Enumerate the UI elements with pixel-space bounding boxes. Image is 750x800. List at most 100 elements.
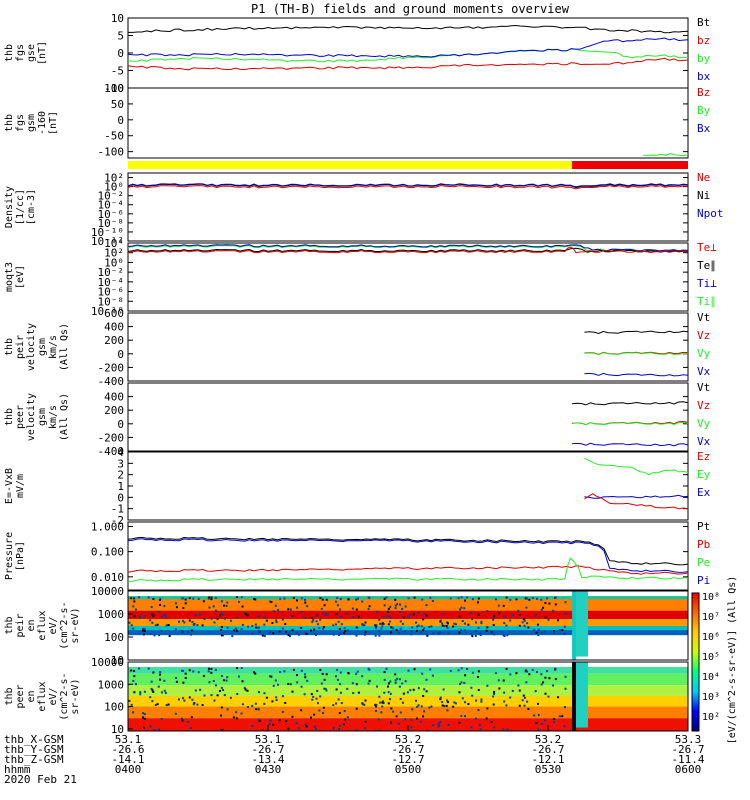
heatmap-speckle [422, 629, 425, 632]
heatmap-speckle [515, 672, 518, 675]
heatmap-speckle [158, 728, 161, 731]
heatmap-speckle [381, 700, 384, 703]
heatmap-speckle [159, 597, 162, 600]
heatmap-speckle [531, 596, 534, 599]
heatmap-speckle [394, 598, 397, 601]
heatmap-speckle [220, 634, 223, 637]
legend-entry: Ex [697, 486, 711, 499]
heatmap-speckle [361, 600, 364, 603]
heatmap-speckle [192, 670, 195, 673]
heatmap-speckle [526, 700, 529, 703]
heatmap-speckle [325, 689, 328, 692]
heatmap-speckle [363, 624, 366, 627]
heatmap-speckle [321, 672, 324, 675]
heatmap-speckle [253, 597, 256, 600]
heatmap-speckle [563, 725, 566, 728]
heatmap-speckle [163, 679, 166, 682]
heatmap-speckle [275, 696, 278, 699]
heatmap-speckle [409, 613, 412, 616]
colorbar-tick-label: 10² [702, 712, 720, 723]
heatmap-speckle [254, 672, 257, 675]
legend-entry: Npot [697, 207, 724, 220]
heatmap-speckle [139, 691, 142, 694]
heatmap-speckle [542, 681, 545, 684]
y-tick-label: 200 [104, 334, 124, 347]
heatmap-speckle [222, 613, 225, 616]
series-line-Pt [127, 536, 689, 566]
heatmap-speckle [184, 672, 187, 675]
heatmap-speckle [180, 629, 183, 632]
heatmap-speckle [410, 630, 413, 633]
heatmap-speckle [261, 729, 264, 731]
heatmap-speckle [295, 631, 298, 634]
heatmap-speckle [540, 631, 543, 634]
heatmap-speckle [452, 625, 455, 628]
heatmap-speckle [181, 719, 184, 722]
heatmap-speckle [431, 599, 434, 602]
y-axis-label: [eV] [15, 265, 26, 289]
heatmap-speckle [277, 609, 280, 612]
y-tick-label: 10⁻⁴ [98, 199, 125, 212]
series-line-Pi [127, 538, 689, 573]
y-tick-label: 10000 [91, 656, 124, 669]
heatmap-speckle [506, 634, 509, 637]
heatmap-speckle [558, 715, 561, 718]
y-tick-label: 10⁻² [98, 266, 125, 279]
heatmap-band [128, 706, 688, 719]
heatmap-speckle [304, 676, 307, 679]
heatmap-speckle [485, 717, 488, 720]
heatmap-band [128, 673, 688, 686]
heatmap-speckle [339, 725, 342, 728]
heatmap-speckle [396, 603, 399, 606]
heatmap-speckle [464, 622, 467, 625]
heatmap-speckle [263, 692, 266, 695]
heatmap-speckle [381, 625, 384, 628]
heatmap-speckle [165, 704, 168, 707]
heatmap-speckle [378, 695, 381, 698]
heatmap-speckle [374, 624, 377, 627]
y-axis-label: E=-VxB [4, 468, 15, 504]
heatmap-speckle [522, 694, 525, 697]
heatmap-speckle [156, 623, 159, 626]
heatmap-speckle [475, 699, 478, 702]
heatmap-speckle [511, 614, 514, 617]
heatmap-speckle [319, 596, 322, 599]
heatmap-speckle [243, 687, 246, 690]
heatmap-speckle [480, 622, 483, 625]
heatmap-speckle [141, 716, 144, 719]
heatmap-speckle [263, 635, 266, 638]
legend-entry: by [697, 52, 711, 65]
heatmap-speckle [471, 598, 474, 601]
heatmap-speckle [150, 612, 153, 615]
heatmap-speckle [380, 711, 383, 714]
heatmap-speckle [447, 723, 450, 726]
heatmap-speckle [321, 598, 324, 601]
heatmap-speckle [394, 679, 397, 682]
heatmap-speckle [337, 698, 340, 701]
heatmap-speckle [296, 681, 299, 684]
heatmap-speckle [368, 668, 371, 671]
y-axis-label: km/s [48, 405, 59, 429]
heatmap-speckle [458, 721, 461, 724]
heatmap-speckle [240, 712, 243, 715]
heatmap-speckle [147, 667, 150, 670]
series-line-Vx [572, 442, 689, 447]
x-tick-label: 0530 [535, 763, 562, 776]
heatmap-speckle [423, 688, 426, 691]
heatmap-speckle [474, 634, 477, 637]
heatmap-speckle [357, 691, 360, 694]
heatmap-speckle [552, 609, 555, 612]
y-tick-label: 1000 [98, 678, 125, 691]
heatmap-speckle [203, 617, 206, 620]
heatmap-speckle [132, 627, 135, 630]
heatmap-speckle [292, 596, 295, 599]
y-axis-label: sr-eV) [70, 607, 81, 643]
heatmap-speckle [325, 673, 328, 676]
heatmap-speckle [143, 615, 146, 618]
y-tick-label: -400 [98, 445, 125, 458]
heatmap-speckle [458, 631, 461, 634]
heatmap-speckle [352, 615, 355, 618]
heatmap-speckle [257, 615, 260, 618]
